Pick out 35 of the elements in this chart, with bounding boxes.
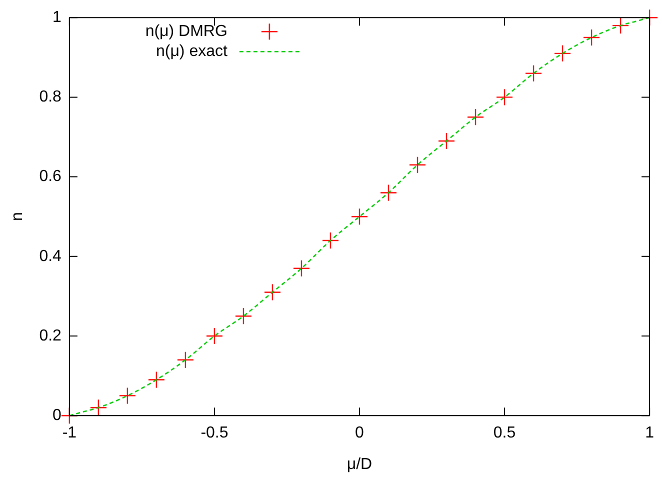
point bbox=[380, 184, 398, 202]
x-tick-label: -0.5 bbox=[200, 424, 228, 442]
point bbox=[554, 44, 572, 62]
point bbox=[322, 232, 340, 250]
x-tick-label: 1 bbox=[645, 424, 654, 442]
point bbox=[118, 387, 136, 404]
legend-label: n(μ) DMRG bbox=[145, 23, 228, 40]
point bbox=[612, 16, 630, 34]
point bbox=[350, 208, 368, 226]
line-series bbox=[68, 16, 650, 416]
point bbox=[90, 399, 108, 416]
point bbox=[408, 156, 426, 174]
x-tick-label: 0.5 bbox=[493, 424, 516, 442]
point bbox=[234, 308, 252, 325]
point bbox=[466, 108, 484, 126]
point bbox=[582, 28, 600, 46]
y-tick-label: 0.6 bbox=[39, 168, 62, 186]
x-tick-label: 0 bbox=[355, 424, 364, 442]
y-tick-label: 0.8 bbox=[39, 88, 62, 106]
y-tick-label: 1 bbox=[52, 9, 62, 26]
x-axis-title: μ/D bbox=[346, 456, 372, 473]
legend-label: n(μ) exact bbox=[156, 43, 228, 60]
x-tick-label: -1 bbox=[62, 424, 77, 442]
point bbox=[496, 88, 514, 106]
y-axis-title: n bbox=[9, 212, 26, 222]
point bbox=[264, 284, 282, 301]
y-tick-label: 0.4 bbox=[39, 248, 62, 265]
point bbox=[148, 371, 166, 388]
point bbox=[438, 132, 456, 150]
y-tick-label: 0 bbox=[52, 407, 62, 424]
point bbox=[292, 260, 310, 277]
point bbox=[524, 64, 542, 82]
point bbox=[176, 351, 194, 368]
y-tick-label: 0.2 bbox=[39, 327, 62, 344]
point bbox=[206, 327, 224, 345]
